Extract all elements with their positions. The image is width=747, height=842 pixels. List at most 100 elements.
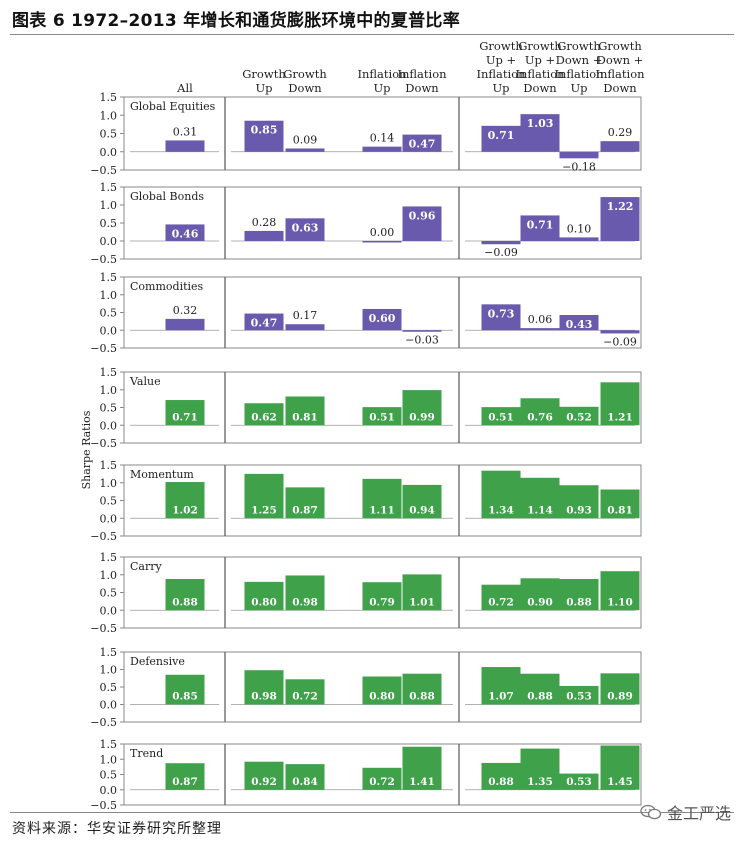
brand-name: 金工严选 (666, 804, 731, 823)
column-header-guid: Inflation (515, 67, 565, 81)
column-header-all: All (176, 81, 193, 95)
column-header-iu: Up (373, 81, 390, 95)
column-header-gu: Up (255, 81, 272, 95)
data-label: 0.85 (172, 691, 198, 703)
bar-gdiu (559, 406, 599, 426)
bar-guiu (481, 241, 521, 245)
column-header-gdiu: Up (570, 81, 587, 95)
bar-id (402, 134, 442, 152)
column-header-gdid: Down (603, 81, 637, 95)
bar-gd (285, 487, 325, 519)
y-tick-label: −0.5 (90, 253, 117, 266)
column-header-guiu: Inflation (476, 67, 526, 81)
source-divider (10, 812, 734, 813)
data-label: 0.92 (251, 776, 277, 788)
bar-guiu (481, 584, 521, 611)
y-tick-label: −0.5 (90, 622, 117, 635)
bar-gdid (600, 382, 640, 426)
data-label: 1.41 (409, 776, 435, 788)
bar-guid (520, 215, 560, 241)
bar-guiu (481, 762, 521, 790)
y-tick-label: 1.0 (100, 753, 118, 766)
bar-all (165, 763, 205, 790)
y-tick-label: 0.5 (100, 495, 118, 508)
data-label: 0.88 (409, 691, 435, 703)
data-label: 0.72 (488, 596, 514, 608)
data-label: 0.00 (370, 226, 395, 239)
data-label: 1.25 (251, 504, 277, 516)
data-label: 0.72 (292, 691, 318, 703)
y-axis-label: Sharpe Ratios (80, 410, 93, 489)
bar-all (165, 579, 205, 611)
y-tick-label: 0.0 (100, 419, 118, 432)
y-tick-label: 0.0 (100, 324, 118, 337)
bar-gdid (600, 141, 640, 152)
y-tick-label: 1.5 (100, 646, 118, 659)
y-tick-label: 1.5 (100, 459, 118, 472)
y-tick-label: −0.5 (90, 716, 117, 729)
bar-id (402, 673, 442, 705)
y-tick-label: 1.0 (100, 109, 118, 122)
bar-gd (285, 764, 325, 790)
bar-guiu (481, 304, 521, 331)
data-label: 0.60 (369, 312, 396, 325)
y-tick-label: 1.0 (100, 664, 118, 677)
y-tick-label: 0.0 (100, 146, 118, 159)
y-tick-label: 0.0 (100, 784, 118, 797)
bar-iu (362, 308, 402, 331)
y-tick-label: −0.5 (90, 164, 117, 177)
bar-guid (520, 748, 560, 790)
bar-gd (285, 575, 325, 611)
y-tick-label: 0.5 (100, 402, 118, 415)
y-tick-label: 0.5 (100, 681, 118, 694)
column-header-guid: Up + (525, 53, 555, 67)
bar-gdiu (559, 314, 599, 331)
data-label: 0.88 (527, 691, 553, 703)
panel-title: Commodities (130, 280, 204, 293)
bar-gdid (600, 197, 640, 241)
data-label: 0.73 (488, 307, 515, 320)
y-tick-label: 1.0 (100, 477, 118, 490)
data-label: 0.85 (251, 124, 278, 137)
data-label: 0.10 (567, 222, 592, 235)
data-label: 1.01 (409, 596, 435, 608)
data-label: 1.11 (369, 504, 395, 516)
bar-all (165, 400, 205, 426)
data-label: 0.17 (293, 309, 318, 322)
y-tick-label: −0.5 (90, 342, 117, 355)
data-label: 0.71 (527, 218, 554, 231)
data-label: 0.47 (409, 138, 436, 151)
bar-gu (244, 230, 284, 241)
data-label: 0.29 (608, 126, 633, 139)
bar-gd (285, 324, 325, 331)
data-label: 0.88 (488, 776, 514, 788)
bar-all (165, 482, 205, 519)
y-tick-label: 0.5 (100, 587, 118, 600)
column-header-iu: Inflation (357, 67, 407, 81)
column-header-id: Inflation (397, 67, 447, 81)
data-label: −0.09 (603, 335, 637, 348)
data-label: 0.51 (488, 411, 514, 423)
data-label: 0.87 (292, 504, 318, 516)
column-header-gdid: Down + (597, 53, 644, 67)
y-tick-label: 1.5 (100, 738, 118, 751)
bar-all (165, 140, 205, 152)
column-header-guiu: Up (492, 81, 509, 95)
y-tick-label: 0.0 (100, 235, 118, 248)
bar-gdiu (559, 685, 599, 705)
column-header-guiu: Growth (479, 39, 523, 53)
panel-title: Momentum (130, 468, 194, 481)
bar-gu (244, 761, 284, 790)
data-label: 0.81 (607, 504, 633, 516)
bar-iu (362, 582, 402, 611)
bar-iu (362, 241, 402, 243)
data-label: −0.03 (405, 333, 439, 346)
data-label: 1.07 (488, 691, 514, 703)
bar-iu (362, 146, 402, 152)
data-label: 0.87 (172, 776, 198, 788)
panel-title: Trend (130, 747, 163, 760)
data-label: 0.71 (172, 411, 198, 423)
bar-gdid (600, 330, 640, 334)
bar-all (165, 318, 205, 331)
bar-guiu (481, 125, 521, 152)
